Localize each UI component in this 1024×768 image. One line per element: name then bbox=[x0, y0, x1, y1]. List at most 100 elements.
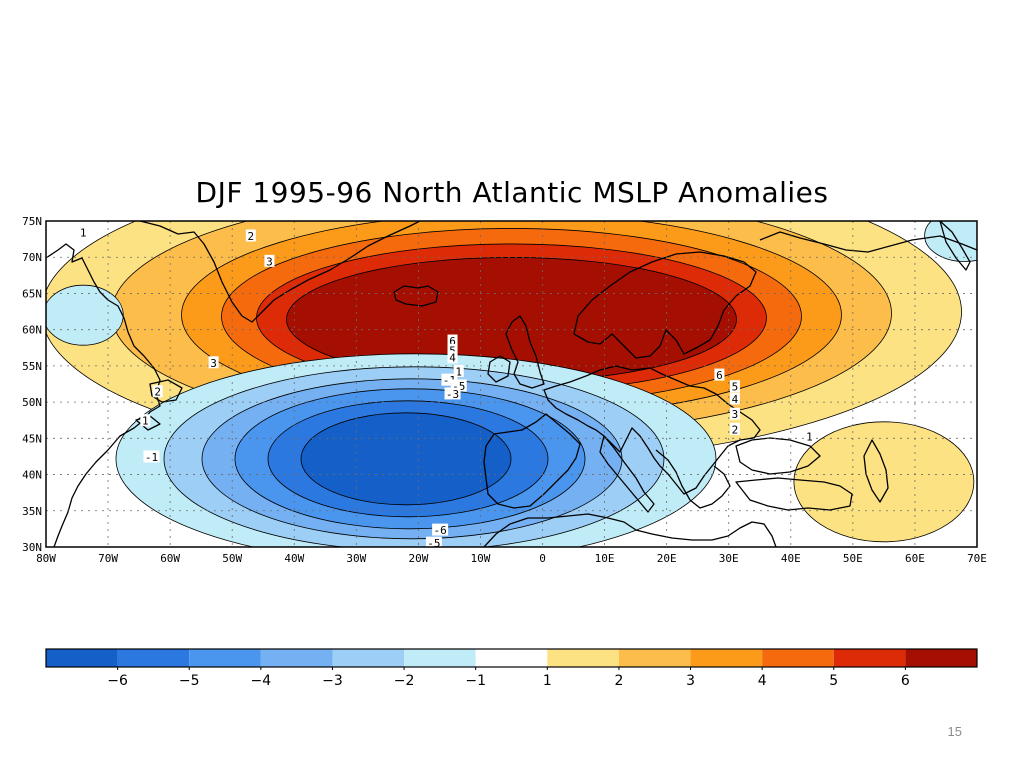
colorbar bbox=[45, 648, 978, 668]
colorbar-label: −2 bbox=[394, 673, 415, 689]
latitude-label: 45N bbox=[22, 432, 42, 445]
novaya-zemlya-coast bbox=[939, 221, 971, 271]
colorbar-label: −6 bbox=[107, 673, 128, 689]
colorbar-label: 3 bbox=[686, 673, 695, 689]
latitude-label: 35N bbox=[22, 505, 42, 518]
longitude-label: 30W bbox=[346, 552, 366, 565]
negative-anomaly-northwest bbox=[46, 284, 124, 346]
colorbar-swatch bbox=[189, 649, 261, 667]
colorbar-swatch bbox=[905, 649, 977, 667]
longitude-label: 50W bbox=[222, 552, 242, 565]
longitude-label: 0 bbox=[539, 552, 546, 565]
longitude-label: 70E bbox=[967, 552, 987, 565]
contour-label-box bbox=[140, 414, 151, 427]
latitude-label: 55N bbox=[22, 360, 42, 373]
colorbar-label: 5 bbox=[829, 673, 838, 689]
longitude-label: 60E bbox=[905, 552, 925, 565]
longitude-label: 40W bbox=[284, 552, 304, 565]
longitude-label: 60W bbox=[160, 552, 180, 565]
contour-label-box bbox=[453, 364, 464, 377]
contour-label-box bbox=[447, 343, 458, 356]
contour-label: 1 bbox=[80, 226, 87, 239]
contour-label: 1 bbox=[142, 415, 149, 428]
contour-label: 2 bbox=[154, 386, 161, 399]
contour-label: 3 bbox=[266, 255, 273, 268]
colorbar-swatch bbox=[332, 649, 405, 667]
latitude-label: 60N bbox=[22, 324, 42, 337]
contour-label: 4 bbox=[449, 352, 456, 365]
colorbar-swatch bbox=[117, 649, 190, 667]
latitude-label: 65N bbox=[22, 287, 42, 300]
latitude-label: 40N bbox=[22, 469, 42, 482]
contour-label-box bbox=[729, 392, 740, 405]
colorbar-swatch bbox=[762, 649, 834, 667]
contour-label-box bbox=[444, 387, 461, 400]
contour-label: -3 bbox=[446, 388, 459, 401]
contour-label-box bbox=[208, 356, 219, 369]
page-number: 15 bbox=[947, 724, 962, 739]
map-title: DJF 1995-96 North Atlantic MSLP Anomalie… bbox=[195, 176, 829, 209]
contour-label: 3 bbox=[210, 357, 217, 370]
contour-label: -1 bbox=[145, 451, 158, 464]
contour-label-box bbox=[804, 430, 815, 443]
colorbar-label: −5 bbox=[179, 673, 200, 689]
longitude-label: 70W bbox=[98, 552, 118, 565]
contour-label-box bbox=[447, 334, 458, 347]
longitude-label: 10E bbox=[595, 552, 615, 565]
longitude-label: 40E bbox=[781, 552, 801, 565]
longitude-labels: 80W 70W 60W 50W 40W 30W 20W 10W 0 10E 20E 30E 40E 50E… bbox=[36, 552, 987, 565]
latitude-label: 30N bbox=[22, 541, 42, 554]
turkey-coast bbox=[735, 477, 853, 511]
greenland-coast bbox=[139, 221, 421, 323]
iberia-coast bbox=[483, 413, 581, 509]
contour-label-box bbox=[78, 225, 89, 238]
contour-label-box bbox=[432, 523, 449, 536]
colorbar-label: 2 bbox=[614, 673, 623, 689]
positive-anomaly-east bbox=[793, 421, 975, 543]
map-frame bbox=[45, 220, 978, 548]
colorbar-swatch bbox=[475, 649, 548, 667]
coastlines bbox=[46, 221, 977, 547]
north-america-coast bbox=[46, 243, 161, 547]
italy-coast bbox=[599, 435, 655, 513]
contour-label-box bbox=[729, 380, 740, 393]
colorbar-labels: −6 −5 −4 −3 −2 −1 1 2 3 4 5 6 bbox=[107, 667, 910, 689]
caspian-coast bbox=[863, 439, 889, 503]
contour-label: 1 bbox=[455, 365, 462, 378]
colorbar-label: 1 bbox=[543, 673, 552, 689]
latitude-label: 75N bbox=[22, 215, 42, 228]
contour-label-box bbox=[447, 351, 458, 364]
scandinavia-coast bbox=[573, 251, 757, 359]
contour-label-box bbox=[264, 254, 275, 267]
contour-label-box bbox=[425, 536, 442, 549]
colorbar-swatch bbox=[260, 649, 333, 667]
colorbar-swatch bbox=[833, 649, 906, 667]
arctic-coast bbox=[759, 231, 977, 253]
contour-label: 6 bbox=[716, 369, 723, 382]
colorbar-label: −1 bbox=[465, 673, 486, 689]
colorbar-swatch bbox=[404, 649, 476, 667]
colorbar-label: 4 bbox=[758, 673, 767, 689]
north-africa-coast bbox=[483, 513, 777, 547]
contour-label-box bbox=[714, 368, 725, 381]
longitude-label: 80W bbox=[36, 552, 56, 565]
colorbar-label: 6 bbox=[901, 673, 910, 689]
contour-label-box bbox=[729, 422, 740, 435]
colorbar-label: −4 bbox=[251, 673, 272, 689]
contour-label: 5 bbox=[449, 344, 456, 357]
latitude-label: 50N bbox=[22, 396, 42, 409]
colorbar-frame bbox=[45, 648, 978, 668]
contour-label-box bbox=[143, 450, 160, 463]
newfoundland-coast bbox=[149, 379, 183, 403]
colorbar-swatch bbox=[46, 649, 118, 667]
contour-label: -6 bbox=[433, 524, 446, 537]
longitude-label: 20W bbox=[408, 552, 428, 565]
colorbar-swatch bbox=[618, 649, 691, 667]
longitude-label: 50E bbox=[843, 552, 863, 565]
contour-label: 2 bbox=[732, 423, 739, 436]
contour-label-box bbox=[729, 407, 740, 420]
contour-label: 2 bbox=[248, 230, 255, 243]
contour-label: 3 bbox=[732, 408, 739, 421]
lat-lon-grid bbox=[46, 221, 977, 547]
